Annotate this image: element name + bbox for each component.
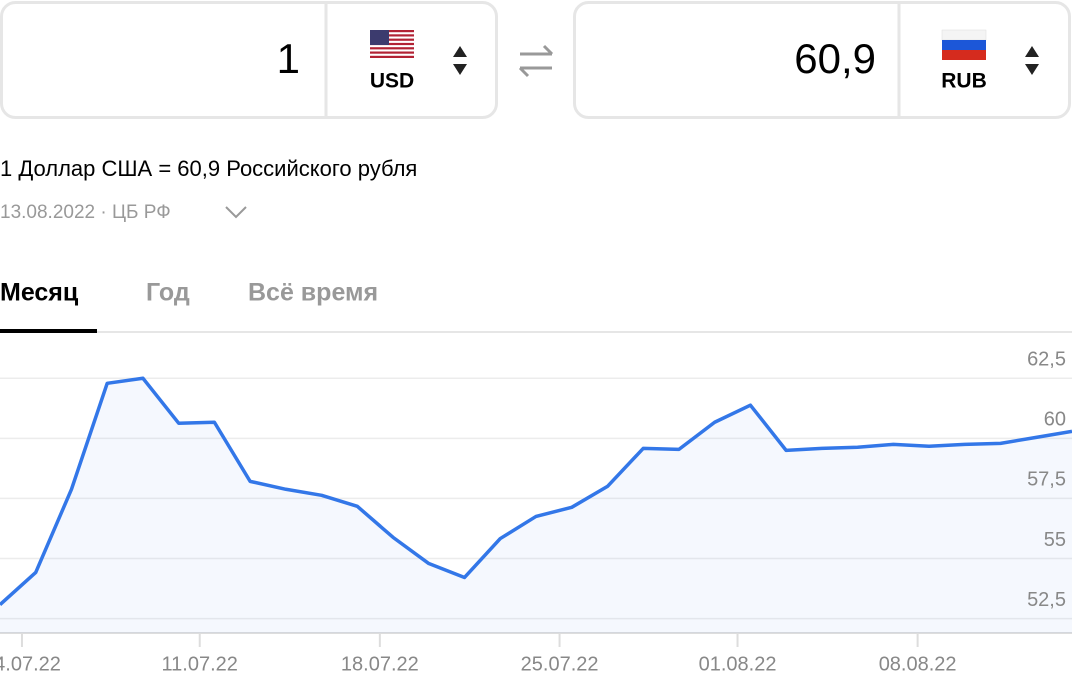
- x-tick-label: 08.08.22: [879, 653, 957, 675]
- x-tick-label: 18.07.22: [341, 653, 419, 675]
- tab-underline: [0, 329, 97, 333]
- tab[interactable]: Год: [146, 279, 190, 307]
- x-tick-label: 25.07.22: [521, 653, 599, 675]
- x-tick-label: 01.08.22: [699, 653, 777, 675]
- to-currency[interactable]: RUB: [941, 70, 987, 93]
- swap-icon[interactable]: [518, 44, 554, 78]
- y-tick-label: 60: [1044, 409, 1066, 431]
- date-text: 13.08.2022 · ЦБ РФ: [0, 202, 171, 223]
- y-tick-label: 62,5: [1027, 349, 1066, 371]
- x-tick-label: 11.07.22: [162, 653, 238, 675]
- to-amount[interactable]: 60,9: [794, 35, 876, 82]
- y-tick-label: 55: [1044, 529, 1066, 551]
- chevron[interactable]: [225, 206, 247, 219]
- x-tick-label: 04.07.22: [0, 653, 61, 675]
- tab[interactable]: Всё время: [248, 279, 378, 307]
- from-box[interactable]: [0, 1, 498, 119]
- usd-flag: [370, 30, 414, 58]
- from-currency[interactable]: USD: [370, 70, 414, 93]
- tab-active[interactable]: Месяц: [0, 279, 79, 307]
- rate-text: 1 Доллар США = 60,9 Российского рубля: [0, 156, 417, 181]
- select-arrows[interactable]: [453, 46, 467, 75]
- area: [0, 378, 1072, 633]
- y-tick-label: 57,5: [1027, 469, 1066, 491]
- from-amount[interactable]: 1: [277, 35, 300, 82]
- y-tick-label: 52,5: [1027, 589, 1066, 611]
- rub-flag: [941, 29, 987, 60]
- line: [0, 376, 1072, 606]
- select-arrows[interactable]: [1025, 46, 1039, 75]
